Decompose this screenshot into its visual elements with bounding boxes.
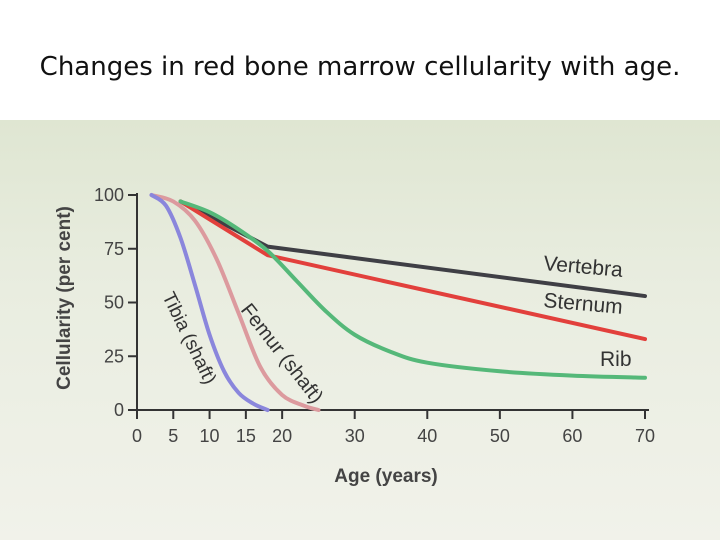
x-tick-group: 0 5 10 15 20 30 40 50 60 70 [132, 410, 655, 446]
slide-title: Changes in red bone marrow cellularity w… [39, 52, 681, 82]
x-tick-label: 10 [200, 426, 220, 446]
y-tick-label: 100 [94, 185, 124, 205]
x-tick-label: 0 [132, 426, 142, 446]
y-tick-label: 25 [104, 346, 124, 366]
x-tick-label: 5 [168, 426, 178, 446]
x-tick-label: 50 [490, 426, 510, 446]
x-tick-label: 15 [236, 426, 256, 446]
y-axis-title: Cellularity (per cent) [54, 206, 75, 390]
series-line-sternum [178, 199, 647, 342]
x-tick-label: 20 [272, 426, 292, 446]
y-tick-group: 0 25 50 75 100 [94, 185, 137, 420]
x-tick-label: 30 [345, 426, 365, 446]
series-lines-group [149, 193, 647, 412]
series-line-rib [178, 199, 647, 380]
x-tick-label: 70 [635, 426, 655, 446]
series-label-femur: Femur (shaft) [236, 300, 327, 408]
x-tick-label: 60 [562, 426, 582, 446]
series-line-tibia-shaft [149, 193, 270, 412]
series-label-vertebra: Vertebra [543, 252, 624, 282]
y-tick-label: 50 [104, 293, 124, 313]
series-line-vertebra [178, 199, 647, 299]
y-tick-label: 0 [114, 400, 124, 420]
x-tick-label: 40 [417, 426, 437, 446]
x-axis-title: Age (years) [334, 466, 438, 487]
y-tick-label: 75 [104, 239, 124, 259]
series-line-femur-shaft [149, 193, 321, 412]
series-label-rib: Rib [600, 348, 632, 371]
